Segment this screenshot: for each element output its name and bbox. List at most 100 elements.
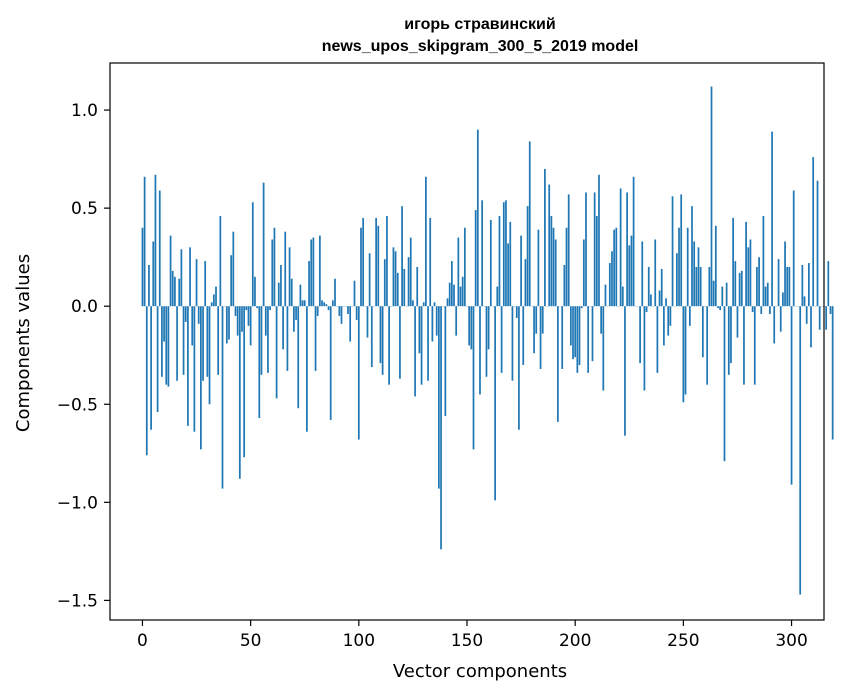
- bar: [247, 306, 250, 326]
- bar: [228, 306, 230, 340]
- bar: [338, 306, 341, 317]
- bar: [682, 306, 685, 403]
- bar: [323, 302, 326, 307]
- y-tick-label: 0.5: [71, 199, 98, 219]
- bar: [399, 306, 401, 379]
- bar: [262, 182, 265, 307]
- bar: [388, 306, 390, 385]
- bar: [416, 266, 419, 307]
- bar: [699, 266, 702, 307]
- bar: [187, 306, 189, 426]
- bar: [453, 284, 455, 307]
- bar: [290, 278, 293, 307]
- chart-title-line-2: news_upos_skipgram_300_5_2019 model: [322, 38, 639, 55]
- bar: [191, 306, 194, 346]
- bar: [383, 259, 386, 307]
- bar: [308, 261, 310, 307]
- bar: [647, 266, 650, 307]
- bar: [392, 247, 395, 307]
- bar: [420, 306, 423, 385]
- bar: [433, 302, 436, 307]
- bar: [450, 261, 453, 307]
- bar: [760, 306, 763, 315]
- bar: [180, 249, 183, 307]
- bar: [154, 174, 157, 307]
- y-axis-label: Components values: [13, 254, 34, 432]
- bar: [221, 306, 224, 489]
- bar: [438, 306, 440, 489]
- bar: [273, 227, 276, 307]
- bar: [779, 306, 782, 332]
- bar: [554, 239, 557, 307]
- bar: [725, 282, 728, 307]
- bar: [619, 188, 622, 307]
- bar: [753, 306, 756, 385]
- bar: [816, 180, 819, 307]
- bar: [277, 282, 280, 307]
- bar: [169, 235, 172, 307]
- bar: [293, 306, 295, 332]
- bar: [331, 300, 334, 307]
- bar: [148, 265, 150, 307]
- bar: [379, 306, 382, 364]
- bar: [773, 306, 776, 344]
- bar: [602, 306, 605, 391]
- bar: [156, 306, 159, 413]
- bar: [325, 304, 328, 307]
- bar: [407, 257, 410, 307]
- bar: [520, 235, 522, 307]
- bar: [626, 192, 628, 307]
- bar: [267, 306, 269, 373]
- bar: [210, 302, 213, 307]
- bar: [667, 306, 670, 336]
- bar: [719, 306, 722, 311]
- bar: [184, 306, 187, 322]
- bar: [641, 241, 644, 307]
- bar: [784, 241, 786, 307]
- bar: [818, 306, 821, 330]
- bar: [574, 306, 577, 358]
- bar: [219, 215, 222, 307]
- bar: [455, 306, 458, 336]
- bar: [654, 239, 657, 307]
- bar: [165, 306, 168, 385]
- bar: [435, 306, 438, 336]
- bar: [208, 306, 211, 405]
- bar: [567, 194, 570, 307]
- bar: [576, 306, 579, 373]
- bar: [660, 268, 663, 307]
- bar: [297, 306, 300, 409]
- bar: [197, 306, 200, 324]
- bar: [347, 306, 349, 315]
- bar: [163, 306, 165, 342]
- bar: [693, 241, 696, 307]
- bar: [479, 306, 481, 395]
- bar: [141, 227, 144, 307]
- bar: [628, 245, 631, 307]
- bar: [600, 306, 603, 334]
- bar: [678, 227, 680, 307]
- bar: [528, 141, 531, 307]
- bar: [792, 190, 795, 307]
- bar: [295, 306, 297, 320]
- bar: [710, 86, 713, 307]
- bar: [327, 306, 330, 311]
- x-tick-label: 0: [137, 631, 148, 651]
- bar: [446, 298, 449, 307]
- bar: [738, 272, 741, 307]
- bar: [502, 202, 505, 307]
- bar: [509, 221, 512, 307]
- bar: [518, 306, 520, 430]
- chart-title-line-1: игорь стравинский: [404, 16, 555, 33]
- bar: [303, 300, 306, 307]
- x-axis-label: Vector components: [393, 661, 567, 682]
- bar: [578, 306, 581, 366]
- x-tick-label: 100: [343, 631, 375, 651]
- bar: [306, 306, 308, 432]
- bar: [241, 306, 243, 332]
- bar: [656, 306, 659, 373]
- bar: [500, 306, 503, 373]
- bar: [764, 286, 767, 307]
- bar: [548, 184, 551, 307]
